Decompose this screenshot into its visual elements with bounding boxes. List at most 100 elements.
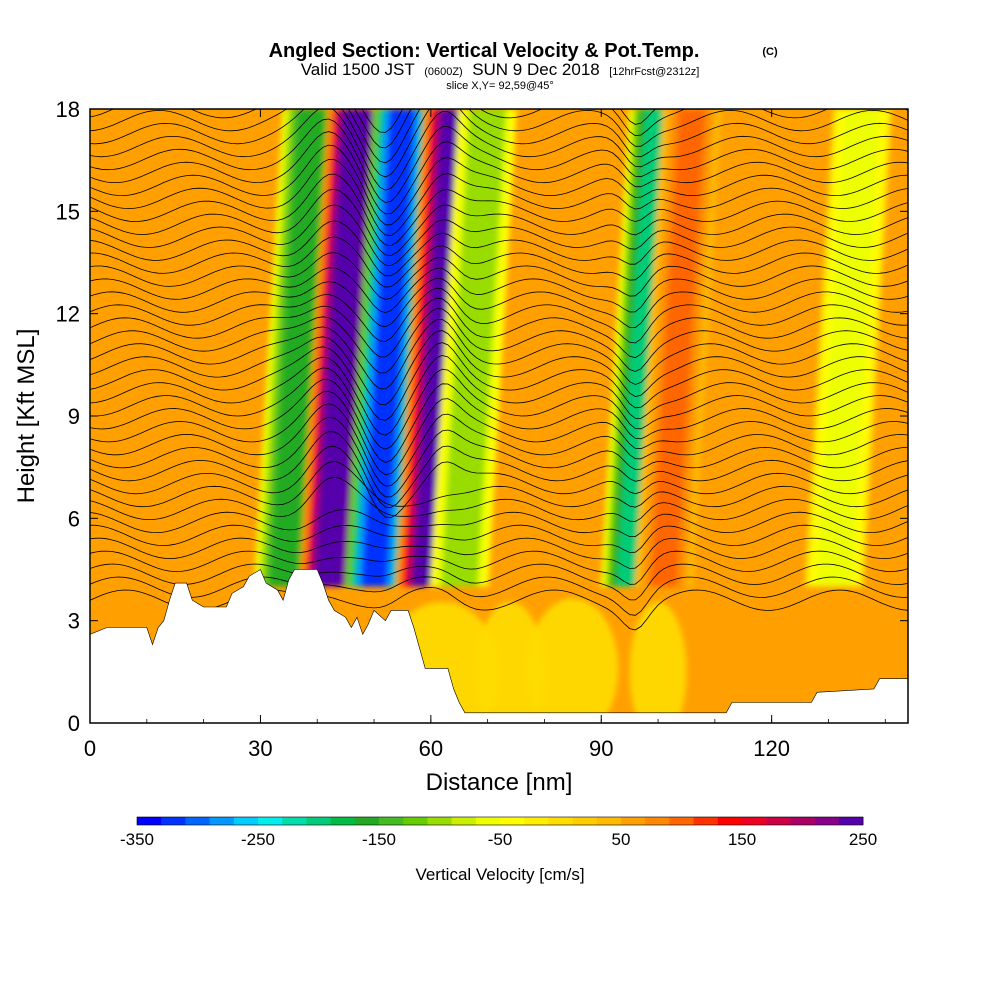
chart-title: Angled Section: Vertical Velocity & Pot.… xyxy=(269,40,700,62)
colorbar-swatch xyxy=(330,817,356,825)
theta-contour xyxy=(90,416,908,498)
colorbar-swatch xyxy=(233,817,259,825)
colorbar-tick-label: 150 xyxy=(728,830,756,849)
theta-contour xyxy=(90,188,908,256)
plot-area xyxy=(90,109,908,723)
colorbar-swatch xyxy=(209,817,235,825)
theta-contour xyxy=(90,287,908,344)
colorbar-tick-label: -150 xyxy=(362,830,396,849)
colorbar-swatch xyxy=(475,817,501,825)
low-level-band-2 xyxy=(527,598,619,723)
theta-contour xyxy=(90,586,908,631)
theta-contour xyxy=(90,308,908,374)
theta-contour xyxy=(90,367,908,450)
colorbar-swatch xyxy=(814,817,840,825)
theta-contour xyxy=(90,204,908,266)
y-tick-label: 18 xyxy=(56,97,80,122)
theta-contour xyxy=(90,277,908,329)
theta-contour xyxy=(90,537,908,569)
colorbar-swatch xyxy=(717,817,743,825)
theta-contour xyxy=(90,378,908,463)
colorbar-tick-label: -50 xyxy=(488,830,513,849)
theta-contour xyxy=(90,220,908,277)
colorbar-label: Vertical Velocity [cm/s] xyxy=(415,865,584,884)
terrain xyxy=(90,569,908,723)
colorbar-swatch xyxy=(161,817,186,825)
velocity-band-1-3 xyxy=(315,109,370,587)
colorbar-frame xyxy=(136,816,864,826)
low-level-band-3 xyxy=(629,601,687,723)
colorbar-tick-label: 50 xyxy=(612,830,631,849)
y-tick-label: 12 xyxy=(56,302,80,327)
colorbar-swatch xyxy=(572,817,598,825)
y-tick-label: 6 xyxy=(68,506,80,531)
theta-contour xyxy=(90,158,908,236)
theta-contour xyxy=(90,524,908,553)
chart-subtitle: Valid 1500 JST (0600Z) SUN 9 Dec 2018 [1… xyxy=(301,60,700,79)
colorbar-swatch xyxy=(282,817,307,825)
potential-temperature-contours xyxy=(90,109,908,631)
colorbar-swatch xyxy=(403,817,428,825)
theta-contour xyxy=(90,131,908,215)
colorbar-swatch xyxy=(838,817,864,825)
x-tick-label: 0 xyxy=(84,736,96,761)
colorbar-swatch xyxy=(596,817,622,825)
theta-contour xyxy=(90,342,908,421)
theta-contour xyxy=(90,563,908,601)
theta-contour xyxy=(90,550,908,585)
subtitle-utc: (0600Z) xyxy=(424,66,463,78)
chart-title-mark: (C) xyxy=(762,46,778,58)
colorbar-swatch xyxy=(645,817,670,825)
colorbar-swatch xyxy=(500,817,525,825)
colorbar-swatch xyxy=(524,817,549,825)
subtitle-forecast: [12hrFcst@2312z] xyxy=(609,66,699,78)
theta-contour xyxy=(90,460,908,508)
colorbar-swatch xyxy=(669,817,694,825)
theta-contour xyxy=(90,576,908,616)
theta-contour xyxy=(90,144,908,226)
theta-contour xyxy=(90,252,908,300)
colorbar-swatch xyxy=(185,817,210,825)
theta-contour xyxy=(90,476,908,522)
y-axis-label: Height [Kft MSL] xyxy=(13,329,40,504)
colorbar-tick-label: 250 xyxy=(849,830,877,849)
colorbar: -350 -250 -150 -50 50 150 250 xyxy=(120,816,877,849)
x-tick-label: 30 xyxy=(248,736,272,761)
velocity-band-2-3 xyxy=(361,109,416,587)
colorbar-swatch xyxy=(693,817,719,825)
theta-contour xyxy=(90,236,908,288)
colorbar-swatch xyxy=(766,817,791,825)
subtitle-valid: Valid 1500 JST xyxy=(301,60,415,79)
theta-contour xyxy=(90,390,908,476)
y-tick-label: 9 xyxy=(68,404,80,429)
velocity-band-6-3 xyxy=(651,109,705,587)
colorbar-tick-label: -350 xyxy=(120,830,154,849)
colorbar-swatch xyxy=(258,817,283,825)
theta-contour xyxy=(90,109,908,178)
colorbar-swatch xyxy=(451,817,477,825)
subtitle-date: SUN 9 Dec 2018 xyxy=(472,60,600,79)
colorbar-tick-label: -250 xyxy=(241,830,275,849)
colorbar-swatch xyxy=(742,817,767,825)
axis-ticks: 0 30 60 90 120 0 3 6 9 12 15 18 xyxy=(56,97,908,761)
theta-contour xyxy=(90,354,908,436)
colorbar-swatch xyxy=(790,817,815,825)
theta-contour xyxy=(90,267,908,314)
theta-contour xyxy=(90,297,908,359)
colorbar-swatch xyxy=(137,817,162,825)
velocity-band-7-3 xyxy=(821,109,876,587)
y-tick-label: 0 xyxy=(68,711,80,736)
theta-contour xyxy=(90,109,908,191)
theta-contour xyxy=(90,109,908,164)
colorbar-swatch xyxy=(621,817,646,825)
theta-contour xyxy=(90,509,908,537)
y-tick-label: 15 xyxy=(56,199,80,224)
theta-contour xyxy=(90,118,908,204)
colorbar-swatch xyxy=(354,817,380,825)
colorbar-swatch xyxy=(427,817,452,825)
theta-contour xyxy=(90,330,908,406)
x-axis-label: Distance [nm] xyxy=(426,769,573,796)
y-tick-label: 3 xyxy=(68,609,80,634)
x-tick-label: 90 xyxy=(589,736,613,761)
